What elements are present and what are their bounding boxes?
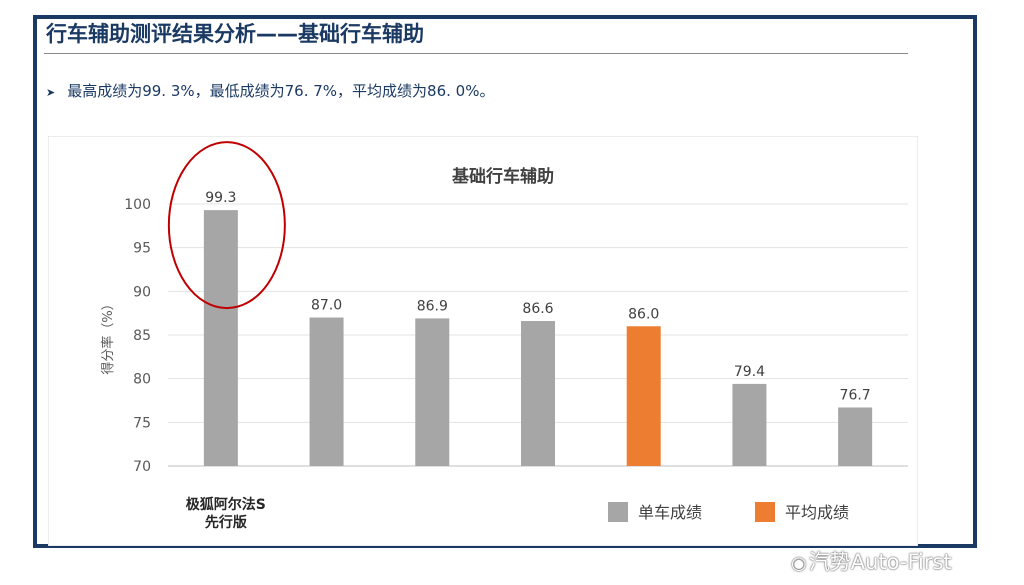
title-divider bbox=[44, 53, 908, 54]
legend: 单车成绩 平均成绩 bbox=[608, 502, 849, 522]
data-labels: 99.3 87.0 86.9 86.6 86.0 79.4 76.7 bbox=[167, 141, 871, 403]
highlight-circle bbox=[167, 141, 286, 310]
y-tick-label: 75 bbox=[133, 415, 151, 431]
bar bbox=[838, 407, 873, 466]
chart-title: 基础行车辅助 bbox=[451, 166, 554, 187]
data-label: 79.4 bbox=[734, 364, 765, 380]
y-tick-label: 85 bbox=[133, 328, 151, 344]
legend-swatch bbox=[608, 502, 628, 522]
data-label: 86.0 bbox=[628, 306, 659, 322]
y-axis-title: 得分率（%） bbox=[100, 297, 116, 374]
bar bbox=[309, 317, 344, 466]
watermark: ◉汽势Auto-First bbox=[791, 546, 952, 576]
chart-area bbox=[48, 136, 918, 546]
legend-swatch bbox=[755, 502, 775, 522]
summary-text: 最高成绩为99. 3%，最低成绩为76. 7%，平均成绩为86. 0%。 bbox=[67, 82, 495, 100]
legend-label: 平均成绩 bbox=[785, 503, 849, 522]
data-label: 99.3 bbox=[205, 190, 236, 206]
bar bbox=[521, 321, 555, 466]
average-bar bbox=[626, 326, 661, 466]
y-tick-label: 95 bbox=[133, 241, 151, 257]
bar bbox=[203, 210, 238, 466]
data-label: 86.9 bbox=[417, 298, 448, 314]
data-label: 76.7 bbox=[840, 387, 871, 403]
bars bbox=[203, 210, 873, 466]
y-tick-label: 100 bbox=[124, 197, 151, 213]
x-axis-label: 极狐阿尔法S bbox=[186, 496, 266, 513]
watermark-text: 汽势Auto-First bbox=[808, 550, 952, 574]
bar-chart: 基础行车辅助 得分率（%） 70 75 80 85 90 95 100 99.3 87.0 86… bbox=[48, 136, 918, 546]
bar bbox=[732, 383, 767, 466]
y-tick-label: 70 bbox=[133, 459, 151, 475]
page-title: 行车辅助测评结果分析——基础行车辅助 bbox=[46, 22, 424, 46]
y-tick-label: 90 bbox=[133, 284, 151, 300]
legend-label: 单车成绩 bbox=[638, 503, 702, 522]
bar bbox=[415, 318, 450, 466]
data-label: 86.6 bbox=[522, 301, 553, 317]
arrow-bullet-icon: ➤ bbox=[46, 86, 56, 99]
weibo-icon: ◉ bbox=[791, 553, 807, 574]
y-tick-label: 80 bbox=[133, 372, 151, 388]
x-axis-label: 先行版 bbox=[205, 514, 247, 531]
summary-line: ➤ 最高成绩为99. 3%，最低成绩为76. 7%，平均成绩为86. 0%。 bbox=[46, 80, 494, 101]
data-label: 87.0 bbox=[311, 298, 342, 314]
